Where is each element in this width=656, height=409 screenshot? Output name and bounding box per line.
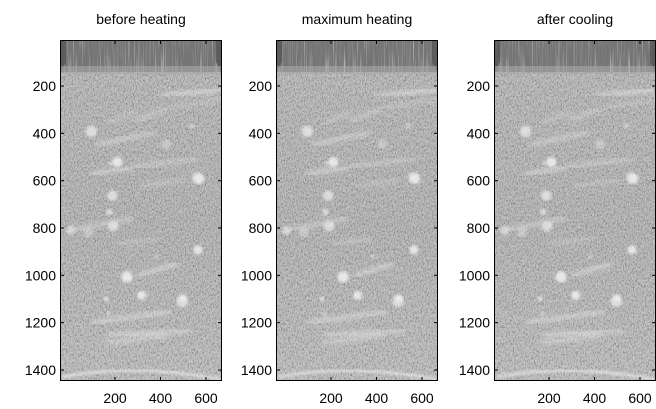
- image-panel-3: after cooling 200 400 600 800 1000 1200 1400 200…: [459, 11, 656, 406]
- y-tick-label: 1400: [241, 362, 272, 378]
- x-tick-label: 200: [537, 390, 561, 406]
- image-panel-2: maximum heating 200 400 600 800 1000 1200 1400 2…: [241, 11, 438, 406]
- near-field-band: [276, 40, 438, 74]
- y-tick-label: 1000: [241, 267, 272, 283]
- y-tick-label: 600: [467, 173, 491, 189]
- ultrasound-image: [60, 40, 222, 381]
- y-tick-label: 400: [467, 125, 491, 141]
- y-tick-label: 600: [249, 173, 273, 189]
- y-tick-label: 200: [33, 78, 57, 94]
- image-panel-1: before heating 200 400 600 800 1000 1200 1400 20…: [25, 11, 222, 406]
- x-tick-label: 600: [628, 390, 652, 406]
- x-tick-label: 400: [365, 390, 389, 406]
- y-tick-label: 400: [33, 125, 57, 141]
- y-tick-label: 1200: [241, 315, 272, 331]
- y-tick-label: 1200: [25, 315, 56, 331]
- y-tick-label: 1000: [459, 267, 490, 283]
- near-field-band: [494, 40, 656, 74]
- ultrasound-image: [494, 40, 656, 381]
- y-tick-label: 1000: [25, 267, 56, 283]
- x-tick-label: 600: [194, 390, 218, 406]
- x-tick-label: 400: [149, 390, 173, 406]
- axes-frame: [60, 40, 222, 381]
- y-tick-label: 800: [33, 220, 57, 236]
- y-tick-label: 400: [249, 125, 273, 141]
- x-tick-label: 200: [103, 390, 127, 406]
- x-tick-label: 600: [410, 390, 434, 406]
- panel-title: after cooling: [537, 11, 613, 27]
- near-field-band: [60, 40, 222, 74]
- y-tick-label: 200: [467, 78, 491, 94]
- y-tick-label: 1400: [25, 362, 56, 378]
- axes-frame: [276, 40, 438, 381]
- y-tick-label: 1200: [459, 315, 490, 331]
- x-tick-label: 200: [319, 390, 343, 406]
- y-tick-label: 600: [33, 173, 57, 189]
- panel-title: before heating: [96, 11, 186, 27]
- ultrasound-image: [276, 40, 438, 381]
- y-tick-label: 800: [249, 220, 273, 236]
- y-tick-label: 1400: [459, 362, 490, 378]
- x-tick-label: 400: [583, 390, 607, 406]
- y-tick-label: 800: [467, 220, 491, 236]
- y-tick-label: 200: [249, 78, 273, 94]
- panel-title: maximum heating: [302, 11, 413, 27]
